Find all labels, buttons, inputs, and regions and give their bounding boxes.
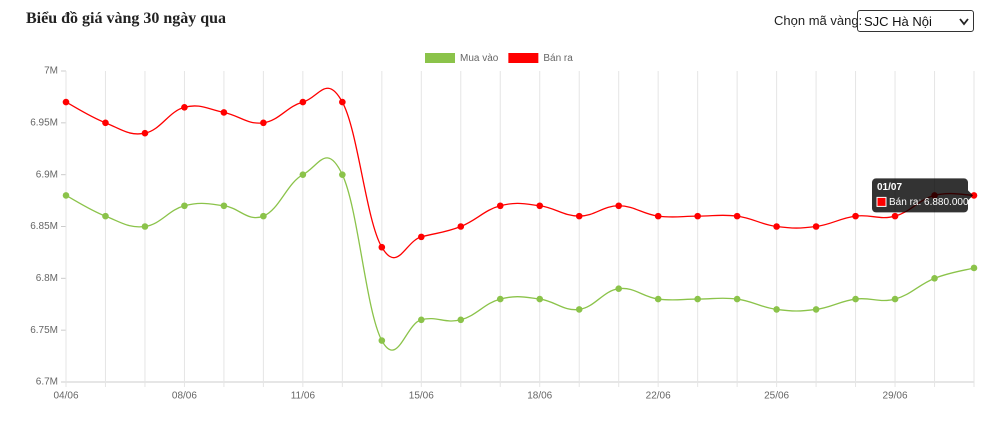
data-point — [102, 119, 109, 127]
select-value: SJC Hà Nội — [864, 14, 932, 29]
legend-label: Bán ra — [543, 53, 573, 64]
legend-label: Mua vào — [460, 53, 499, 64]
series-line — [65, 87, 975, 259]
data-point — [891, 295, 899, 303]
data-point — [102, 212, 109, 220]
data-point — [457, 316, 465, 324]
select-label: Chọn mã vàng: — [774, 13, 863, 28]
data-point — [339, 171, 346, 178]
data-point — [773, 223, 780, 230]
data-point — [733, 212, 741, 220]
data-point — [536, 202, 544, 210]
data-point — [378, 337, 386, 344]
x-tick-label: 15/06 — [409, 391, 434, 402]
gold-select[interactable]: SJC Hà Nội — [857, 10, 974, 32]
data-point — [299, 171, 307, 178]
legend-swatch — [508, 53, 539, 63]
x-tick-label: 25/06 — [764, 391, 789, 402]
data-point — [970, 264, 978, 272]
data-point — [260, 212, 267, 220]
data-point — [891, 212, 899, 220]
tooltip-caret — [968, 190, 973, 201]
page-title: Biểu đồ giá vàng 30 ngày qua — [26, 10, 227, 27]
data-point — [852, 295, 859, 303]
data-point — [812, 223, 820, 230]
series-line — [65, 157, 975, 351]
data-point — [615, 202, 622, 210]
x-tick-label: 11/06 — [291, 391, 316, 402]
data-point — [931, 275, 938, 282]
y-tick-label: 6.75M — [30, 325, 58, 336]
y-tick-label: 7M — [44, 66, 58, 77]
y-tick-label: 6.95M — [30, 117, 58, 128]
data-point — [615, 285, 622, 293]
data-point — [220, 109, 228, 116]
data-point — [654, 212, 662, 220]
data-point — [220, 202, 228, 210]
data-point — [418, 233, 425, 241]
data-point — [62, 98, 70, 106]
data-point — [141, 129, 149, 137]
data-point — [970, 192, 978, 199]
data-point — [457, 223, 465, 230]
data-point — [260, 119, 267, 127]
data-point — [773, 306, 780, 313]
tooltip: 01/07 Bán ra: 6.880.000 — [872, 178, 973, 213]
data-point — [62, 192, 70, 199]
data-point — [141, 223, 149, 230]
y-tick-label: 6.9M — [36, 169, 58, 180]
data-point — [575, 212, 583, 220]
data-point — [496, 295, 504, 303]
data-point — [299, 98, 307, 106]
select-arrow — [959, 18, 969, 26]
y-tick-label: 6.7M — [36, 377, 58, 388]
data-point — [418, 316, 425, 324]
data-point — [536, 295, 544, 303]
data-point — [654, 295, 662, 303]
x-tick-label: 18/06 — [527, 391, 552, 402]
data-point — [496, 202, 504, 210]
data-point — [339, 98, 346, 106]
data-point — [575, 306, 583, 313]
data-point — [694, 295, 701, 303]
x-tick-label: 04/06 — [53, 391, 78, 402]
y-tick-label: 6.85M — [30, 221, 58, 232]
data-point — [181, 202, 188, 210]
data-point — [181, 103, 188, 111]
y-tick-label: 6.8M — [36, 273, 58, 284]
data-point — [733, 295, 741, 303]
data-point — [694, 212, 701, 220]
tooltip-value: Bán ra: 6.880.000 — [889, 197, 969, 208]
tooltip-title: 01/07 — [877, 182, 902, 193]
data-point — [852, 212, 859, 220]
x-tick-label: 22/06 — [646, 391, 671, 402]
data-point — [812, 306, 820, 313]
x-tick-label: 08/06 — [172, 391, 197, 402]
tooltip-swatch — [876, 196, 887, 207]
data-point — [378, 243, 386, 251]
legend-swatch — [425, 53, 455, 63]
x-tick-label: 29/06 — [883, 391, 908, 402]
tooltip-box — [872, 178, 968, 213]
